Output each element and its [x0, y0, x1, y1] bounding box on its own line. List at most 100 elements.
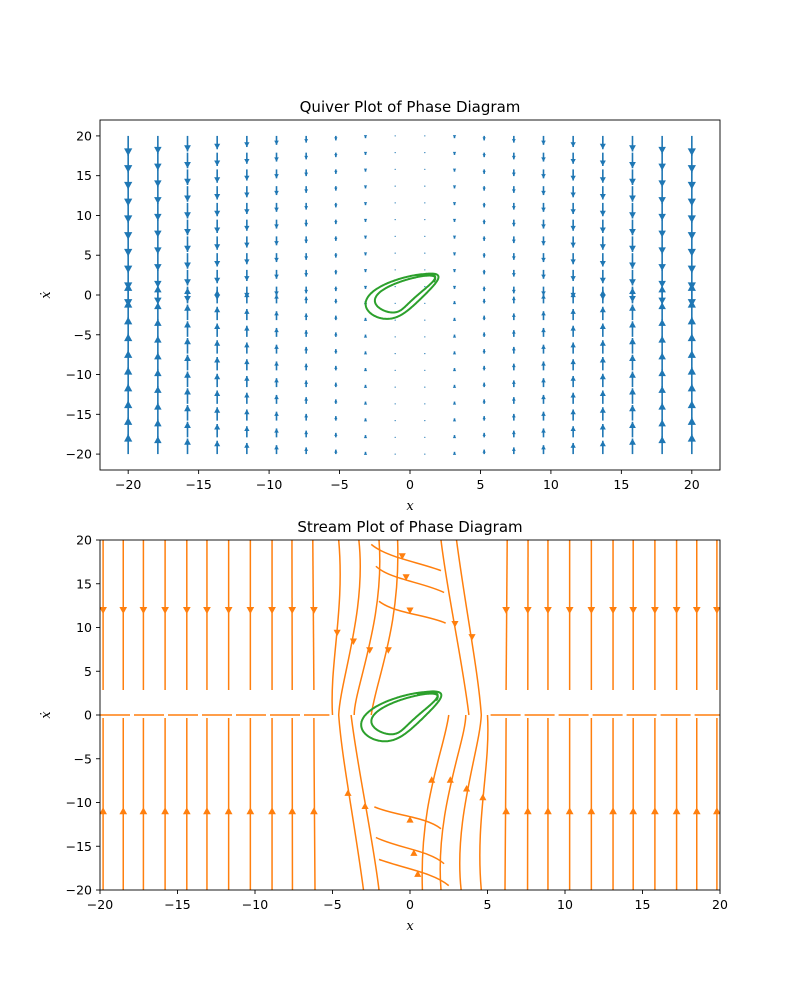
stream-arrow	[410, 849, 418, 856]
quiver-arrow-head	[570, 342, 576, 348]
quiver-arrow-head	[658, 230, 666, 238]
quiver-arrow	[394, 286, 396, 288]
quiver-arrow-head	[511, 155, 516, 160]
quiver-arrow-head	[570, 325, 576, 331]
quiver-arrow-head	[304, 189, 309, 193]
quiver-arrow-head	[629, 229, 636, 236]
stream-arrow	[203, 807, 211, 815]
stream-arrow	[100, 607, 107, 614]
quiver-arrow-head	[541, 157, 546, 162]
quiver-arrow-head	[334, 221, 338, 225]
quiver-x-tick-label: −15	[185, 477, 211, 492]
quiver-arrow-head	[570, 375, 576, 381]
quiver-arrow-head	[304, 296, 309, 301]
quiver-arrow	[394, 135, 396, 137]
quiver-plot-panel: Quiver Plot of Phase Diagram −20 −15 −10 −5…	[39, 98, 721, 514]
quiver-arrow-head	[511, 413, 516, 418]
quiver-arrow-head	[599, 323, 606, 330]
quiver-arrow-head	[687, 232, 696, 240]
stream-line	[375, 836, 445, 865]
quiver-arrow-head	[570, 392, 576, 398]
stream-arrow	[414, 870, 422, 877]
stream-arrow	[479, 793, 487, 801]
quiver-arrow-head	[658, 369, 666, 377]
quiver-arrow-head	[482, 416, 486, 420]
quiver-arrow-head	[154, 419, 162, 427]
quiver-arrow-head	[154, 264, 162, 271]
quiver-y-tick-label: 5	[84, 248, 92, 263]
quiver-arrow-head	[124, 299, 133, 307]
quiver-arrow-head	[363, 185, 368, 189]
quiver-arrow-head	[334, 416, 338, 420]
quiver-arrow-head	[124, 417, 133, 425]
quiver-arrow-head	[511, 397, 516, 401]
quiver-arrow-head	[629, 162, 636, 169]
quiver-arrow-head	[452, 351, 457, 355]
stream-arrow	[119, 807, 128, 815]
stream-arrow	[139, 807, 148, 815]
stream-arrow	[629, 807, 638, 815]
quiver-arrow-head	[452, 368, 457, 372]
quiver-arrow-head	[304, 139, 309, 143]
quiver-arrow-head	[658, 180, 666, 188]
quiver-arrow-head	[687, 282, 696, 290]
quiver-arrow-head	[363, 151, 368, 155]
quiver-arrow-head	[541, 445, 546, 450]
stream-arrow	[609, 607, 617, 614]
stream-x-ticks: −20 −15 −10 −5 0 5 10 15 20	[87, 890, 728, 912]
quiver-arrow-head	[599, 373, 606, 380]
stream-arrow	[161, 607, 169, 614]
stream-arrow	[366, 647, 374, 654]
quiver-arrow	[394, 436, 396, 438]
quiver-arrow-head	[541, 428, 546, 433]
quiver-arrow	[394, 252, 396, 254]
stream-line	[378, 858, 450, 887]
quiver-arrow-head	[570, 359, 576, 365]
quiver-arrow-head	[154, 247, 162, 255]
quiver-trajectory	[364, 272, 440, 320]
quiver-arrow-head	[452, 285, 457, 289]
quiver-arrow-head	[511, 289, 516, 294]
quiver-arrow-head	[452, 384, 457, 388]
quiver-arrow-head	[124, 232, 133, 240]
stream-arrow	[713, 607, 720, 614]
quiver-arrow-head	[124, 282, 133, 290]
quiver-arrow-head	[629, 421, 636, 428]
quiver-arrow-head	[363, 252, 368, 256]
quiver-arrow-head	[363, 384, 368, 388]
quiver-arrow-head	[541, 241, 546, 246]
quiver-arrow-head	[274, 224, 279, 229]
quiver-arrow-head	[304, 155, 309, 160]
stream-arrow	[384, 647, 392, 654]
quiver-arrow	[394, 369, 396, 371]
quiver-arrow-head	[154, 297, 162, 305]
quiver-arrow-head	[658, 419, 666, 427]
quiver-arrow-head	[658, 335, 666, 343]
quiver-arrow-head	[363, 451, 368, 455]
stream-arrow	[523, 807, 532, 815]
quiver-arrow-head	[124, 316, 133, 325]
quiver-arrow-head	[184, 229, 191, 236]
stream-y-axis-label: ẋ	[39, 711, 54, 719]
stream-line	[378, 600, 446, 624]
quiver-arrow-head	[541, 394, 546, 400]
quiver-arrow-head	[511, 139, 516, 143]
stream-arrow	[268, 807, 276, 815]
quiver-arrow-head	[184, 371, 191, 378]
quiver-arrow-head	[599, 227, 606, 233]
quiver-y-tick-label: −20	[66, 447, 92, 462]
quiver-arrow-head	[570, 426, 576, 432]
quiver-arrow-head	[363, 317, 368, 321]
quiver-arrow-head	[541, 411, 546, 416]
quiver-arrow-head	[570, 292, 576, 298]
stream-arrow	[402, 574, 410, 581]
quiver-x-tick-label: −20	[115, 477, 141, 492]
quiver-arrow-head	[154, 352, 162, 360]
stream-arrow	[406, 607, 414, 614]
quiver-arrow-head	[570, 442, 576, 448]
quiver-arrow-head	[452, 135, 457, 139]
stream-x-tick-label: −20	[87, 897, 113, 912]
quiver-arrow-head	[511, 189, 516, 193]
quiver-arrow-head	[570, 259, 576, 265]
stream-arrow	[651, 807, 659, 815]
